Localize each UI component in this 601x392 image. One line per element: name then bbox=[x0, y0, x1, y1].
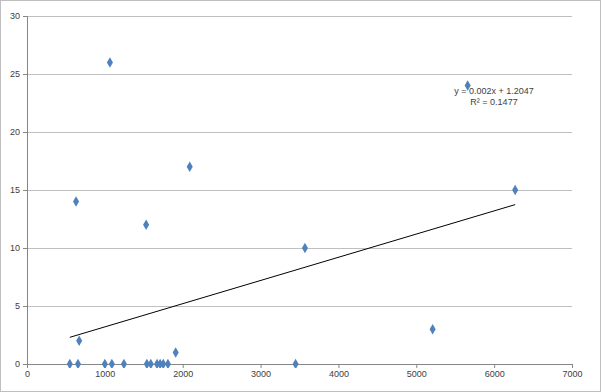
point bbox=[107, 57, 113, 68]
tick-label: 25 bbox=[10, 69, 20, 79]
point bbox=[67, 359, 73, 368]
tick-label: 4000 bbox=[329, 369, 349, 379]
tick: 25 bbox=[10, 69, 27, 79]
axis-line bbox=[28, 365, 573, 369]
tick-mark bbox=[23, 248, 27, 249]
point bbox=[143, 220, 149, 231]
grid-line bbox=[27, 16, 572, 17]
tick-label: 20 bbox=[10, 127, 20, 137]
tick-label: 1000 bbox=[95, 369, 115, 379]
tick: 20 bbox=[10, 127, 27, 137]
tick-label: 15 bbox=[10, 185, 20, 195]
point bbox=[121, 359, 127, 368]
tick: 10 bbox=[10, 243, 27, 253]
point bbox=[102, 359, 108, 368]
tick-label: 7000 bbox=[562, 369, 582, 379]
point bbox=[302, 243, 308, 254]
tick-label: 3000 bbox=[251, 369, 271, 379]
tick-mark bbox=[416, 364, 417, 368]
tick-mark bbox=[23, 16, 27, 17]
grid-line bbox=[27, 306, 572, 307]
grid-line bbox=[27, 190, 572, 191]
tick: 6000 bbox=[485, 364, 505, 379]
annotation: y = 0.002x + 1.2047 bbox=[454, 86, 534, 96]
tick: 5 bbox=[15, 301, 27, 311]
grid-line bbox=[27, 132, 572, 133]
trend-line bbox=[70, 205, 515, 338]
tick: 3000 bbox=[251, 364, 271, 379]
tick-mark bbox=[23, 306, 27, 307]
point bbox=[75, 359, 81, 368]
chart-border bbox=[1, 1, 601, 392]
tick-mark bbox=[23, 74, 27, 75]
plot-area bbox=[67, 57, 518, 368]
chart: 0 5 10 15 20 25 30 0 1000 2000 3000 4000 5000 6000 700… bbox=[0, 0, 601, 392]
tick-mark bbox=[261, 364, 262, 368]
point bbox=[187, 162, 193, 173]
tick: 4000 bbox=[329, 364, 349, 379]
point bbox=[512, 185, 518, 196]
tick-mark bbox=[23, 190, 27, 191]
tick-mark bbox=[572, 364, 573, 368]
point bbox=[148, 359, 154, 368]
tick: 15 bbox=[10, 185, 27, 195]
point bbox=[430, 324, 436, 335]
y-axis: 0 5 10 15 20 25 30 bbox=[10, 11, 28, 369]
point bbox=[109, 359, 115, 368]
tick-mark bbox=[23, 132, 27, 133]
tick-label: 2000 bbox=[173, 369, 193, 379]
grid bbox=[27, 17, 572, 365]
axis-line bbox=[23, 17, 28, 365]
tick-label: 0 bbox=[25, 369, 30, 379]
tick-label: 30 bbox=[10, 11, 20, 21]
tick: 0 bbox=[25, 364, 30, 379]
tick-label: 10 bbox=[10, 243, 20, 253]
tick-mark bbox=[494, 364, 495, 368]
points bbox=[67, 57, 518, 368]
x-axis: 0 1000 2000 3000 4000 5000 6000 7000 bbox=[25, 364, 583, 379]
annotation: R² = 0.1477 bbox=[470, 97, 517, 107]
tick-label: 0 bbox=[15, 359, 20, 369]
tick-label: 5 bbox=[15, 301, 20, 311]
tick: 0 bbox=[15, 359, 27, 369]
tick-label: 6000 bbox=[485, 369, 505, 379]
grid-line bbox=[27, 248, 572, 249]
tick: 2000 bbox=[173, 364, 193, 379]
annotations: y = 0.002x + 1.2047R² = 0.1477 bbox=[454, 86, 534, 107]
tick-mark bbox=[183, 364, 184, 368]
tick-mark bbox=[27, 364, 28, 368]
tick: 30 bbox=[10, 11, 27, 21]
grid-line bbox=[27, 74, 572, 75]
tick: 7000 bbox=[562, 364, 582, 379]
tick-label: 5000 bbox=[407, 369, 427, 379]
point bbox=[165, 359, 171, 368]
tick-mark bbox=[23, 364, 27, 365]
point bbox=[76, 336, 82, 347]
point bbox=[293, 359, 299, 368]
point bbox=[173, 347, 179, 358]
tick: 5000 bbox=[407, 364, 427, 379]
point bbox=[73, 196, 79, 207]
tick-mark bbox=[338, 364, 339, 368]
